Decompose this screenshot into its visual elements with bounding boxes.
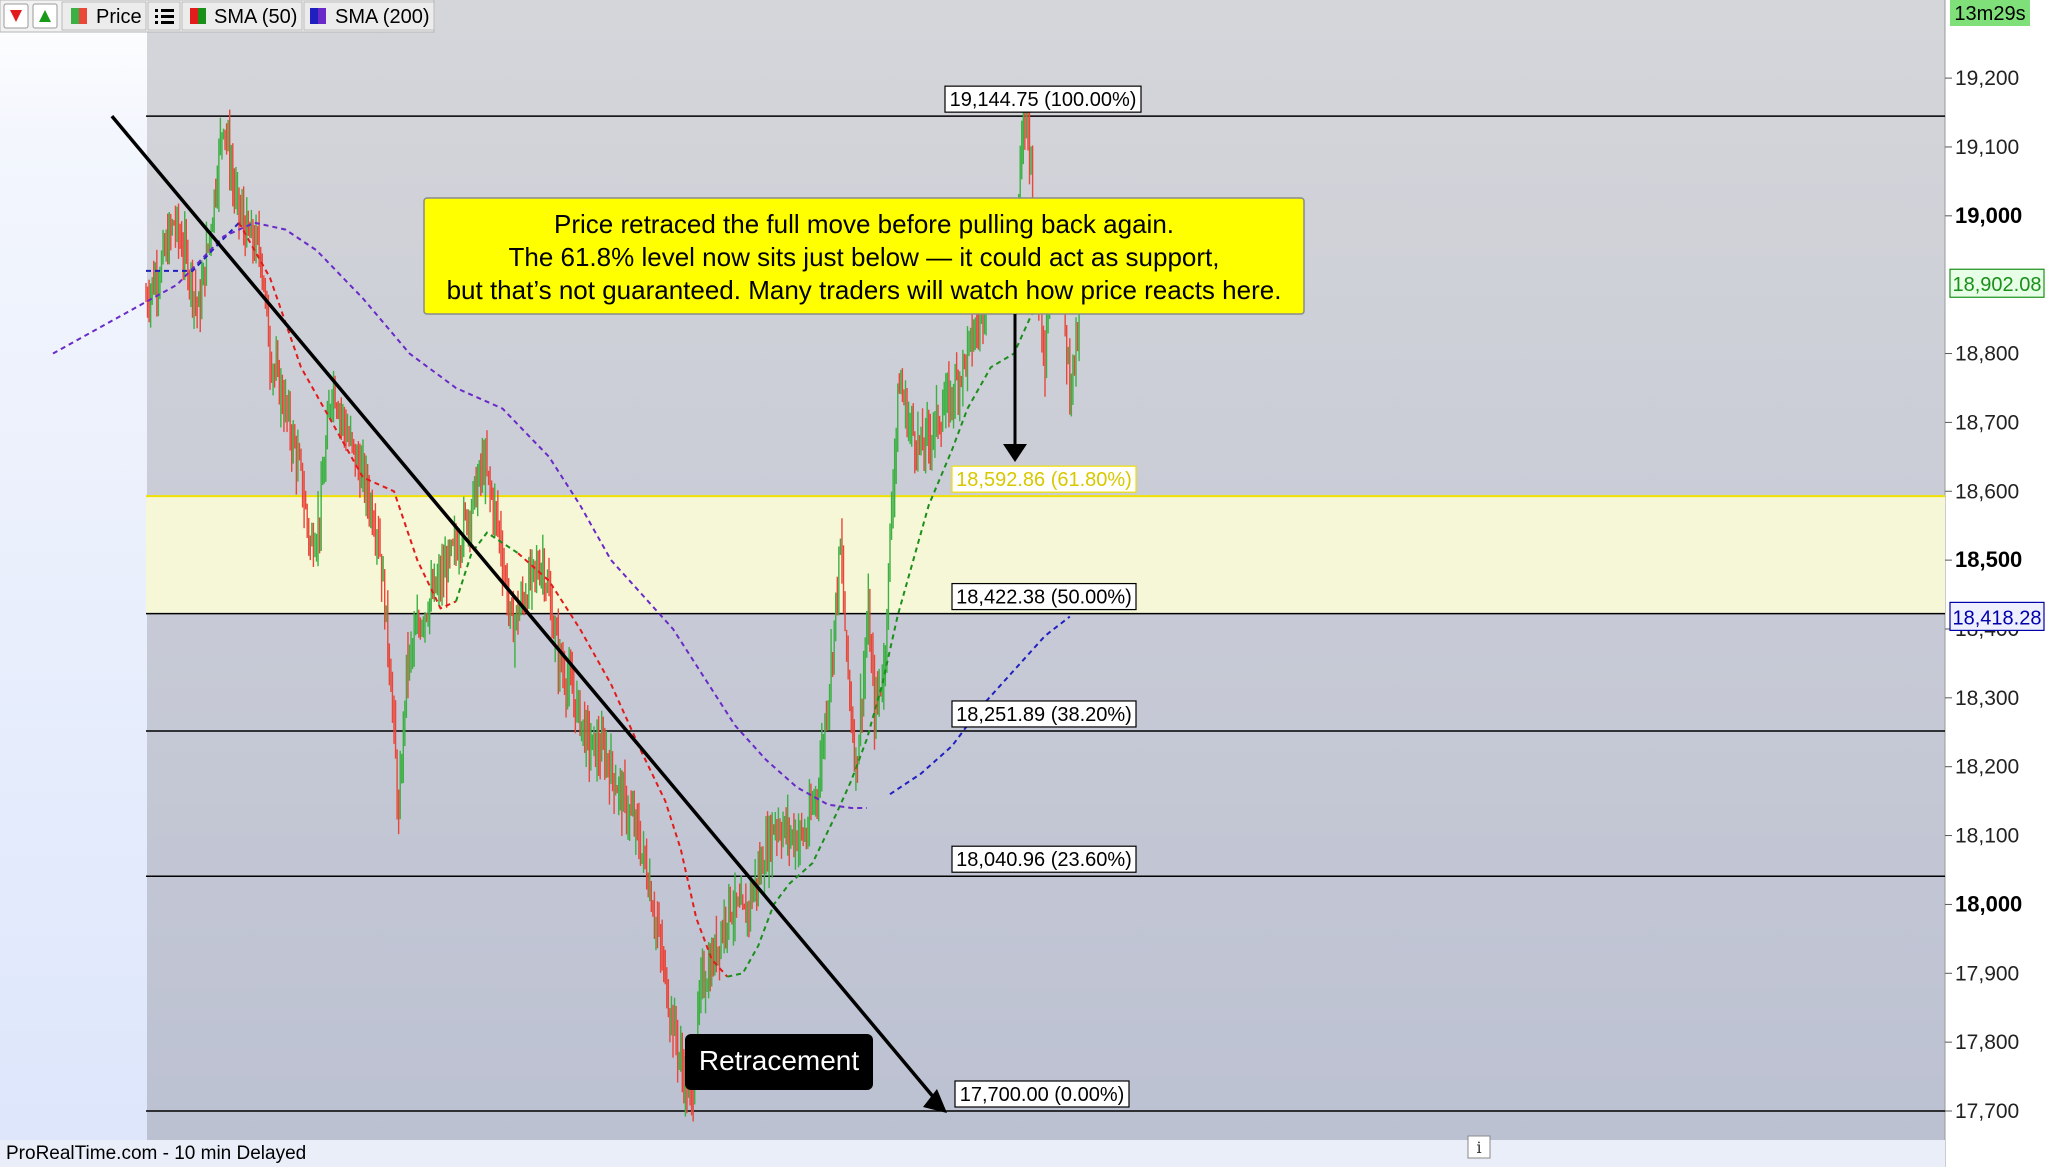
sma50-color-swatch: [190, 8, 198, 24]
sma50-line-red-2: [517, 552, 729, 978]
scroll-down-button[interactable]: [3, 3, 29, 29]
fib-label-text: 18,251.89 (38.20%): [956, 704, 1132, 726]
fib-label-1: 18,592.86 (61.80%): [951, 465, 1137, 493]
candle-legend-icon: [71, 8, 79, 24]
y-tick-label: 19,000: [1955, 203, 2022, 228]
current-price-text: 18,902.08: [1953, 274, 2042, 296]
sma50-line-early: [146, 222, 240, 272]
sma200-color-swatch: [310, 8, 318, 24]
annotation-box: [423, 197, 1305, 315]
list-icon: [155, 9, 174, 24]
annotation-line-1: Price retraced the full move before pull…: [554, 209, 1174, 239]
footer-strip: [0, 1140, 1945, 1167]
annotation-callout: Price retraced the full move before pull…: [423, 197, 1305, 462]
sma200-value-tag: 18,418.28: [1949, 601, 2045, 631]
fib-label-0: 19,144.75 (100.00%): [944, 85, 1142, 113]
pre-range-background: [0, 0, 147, 1140]
fib-label-text: 17,700.00 (0.00%): [960, 1084, 1125, 1106]
chart-toolbar: Price SMA (50) SMA (200): [0, 0, 435, 33]
arrow-down-icon: [10, 10, 22, 22]
y-tick-label: 18,800: [1955, 343, 2019, 366]
retracement-trend-line: [110, 115, 937, 1101]
fib-label-4: 18,040.96 (23.60%): [951, 845, 1137, 873]
bar-countdown: 13m29s: [1950, 0, 2030, 26]
y-tick-label: 17,900: [1955, 962, 2019, 985]
y-tick-label: 18,300: [1955, 687, 2019, 710]
trend-arrow-head: [923, 1089, 947, 1113]
y-tick-label: 18,100: [1955, 825, 2019, 848]
sma200-legend-label: SMA (200): [335, 6, 429, 28]
current-price-tag: 18,902.08: [1949, 268, 2045, 298]
fib-label-text: 18,592.86 (61.80%): [956, 469, 1132, 491]
data-source-label: ProRealTime.com - 10 min Delayed: [6, 1143, 306, 1164]
sma50-line-green-1: [455, 531, 519, 602]
sma200-legend-item[interactable]: SMA (200): [303, 1, 435, 31]
y-tick-label: 19,100: [1955, 136, 2019, 159]
y-tick-label: 18,700: [1955, 411, 2019, 434]
price-legend-item[interactable]: Price: [61, 1, 147, 31]
y-tick-label: 17,800: [1955, 1031, 2019, 1054]
retracement-tag-text: Retracement: [699, 1045, 860, 1076]
annotation-line-2: The 61.8% level now sits just below — it…: [508, 242, 1219, 272]
annotation-arrow-head: [1003, 444, 1027, 462]
price-legend-label: Price: [96, 6, 142, 28]
annotation-line-3: but that’s not guaranteed. Many traders …: [447, 275, 1282, 305]
sma50-legend-label: SMA (50): [214, 6, 297, 28]
scroll-up-button[interactable]: [32, 3, 58, 29]
info-icon: i: [1476, 1138, 1481, 1157]
fib-label-2: 18,422.38 (50.00%): [951, 582, 1137, 611]
y-tick-label: 18,600: [1955, 480, 2019, 503]
fib-label-5: 17,700.00 (0.00%): [954, 1080, 1130, 1108]
countdown-text: 13m29s: [1954, 3, 2025, 25]
fib-label-text: 18,040.96 (23.60%): [956, 849, 1132, 871]
fib-label-text: 19,144.75 (100.00%): [950, 89, 1137, 111]
sma200-value-text: 18,418.28: [1953, 607, 2042, 629]
y-tick-label: 19,200: [1955, 67, 2019, 90]
sma50-line-red: [238, 222, 457, 610]
price-axis-background: [1945, 0, 2048, 1167]
indicator-list-button[interactable]: [147, 1, 181, 31]
y-tick-label: 18,000: [1955, 891, 2022, 916]
y-tick-label: 18,200: [1955, 756, 2019, 779]
sma50-legend-item[interactable]: SMA (50): [181, 1, 303, 31]
retracement-tag: Retracement: [685, 1034, 873, 1090]
fib-label-text: 18,422.38 (50.00%): [956, 587, 1132, 609]
y-tick-label: 18,500: [1955, 547, 2022, 572]
arrow-up-icon: [39, 10, 51, 22]
retracement-tag-box: [685, 1034, 873, 1090]
info-button[interactable]: i: [1467, 1135, 1491, 1159]
fib-label-3: 18,251.89 (38.20%): [951, 700, 1137, 728]
y-tick-label: 17,700: [1955, 1100, 2019, 1123]
